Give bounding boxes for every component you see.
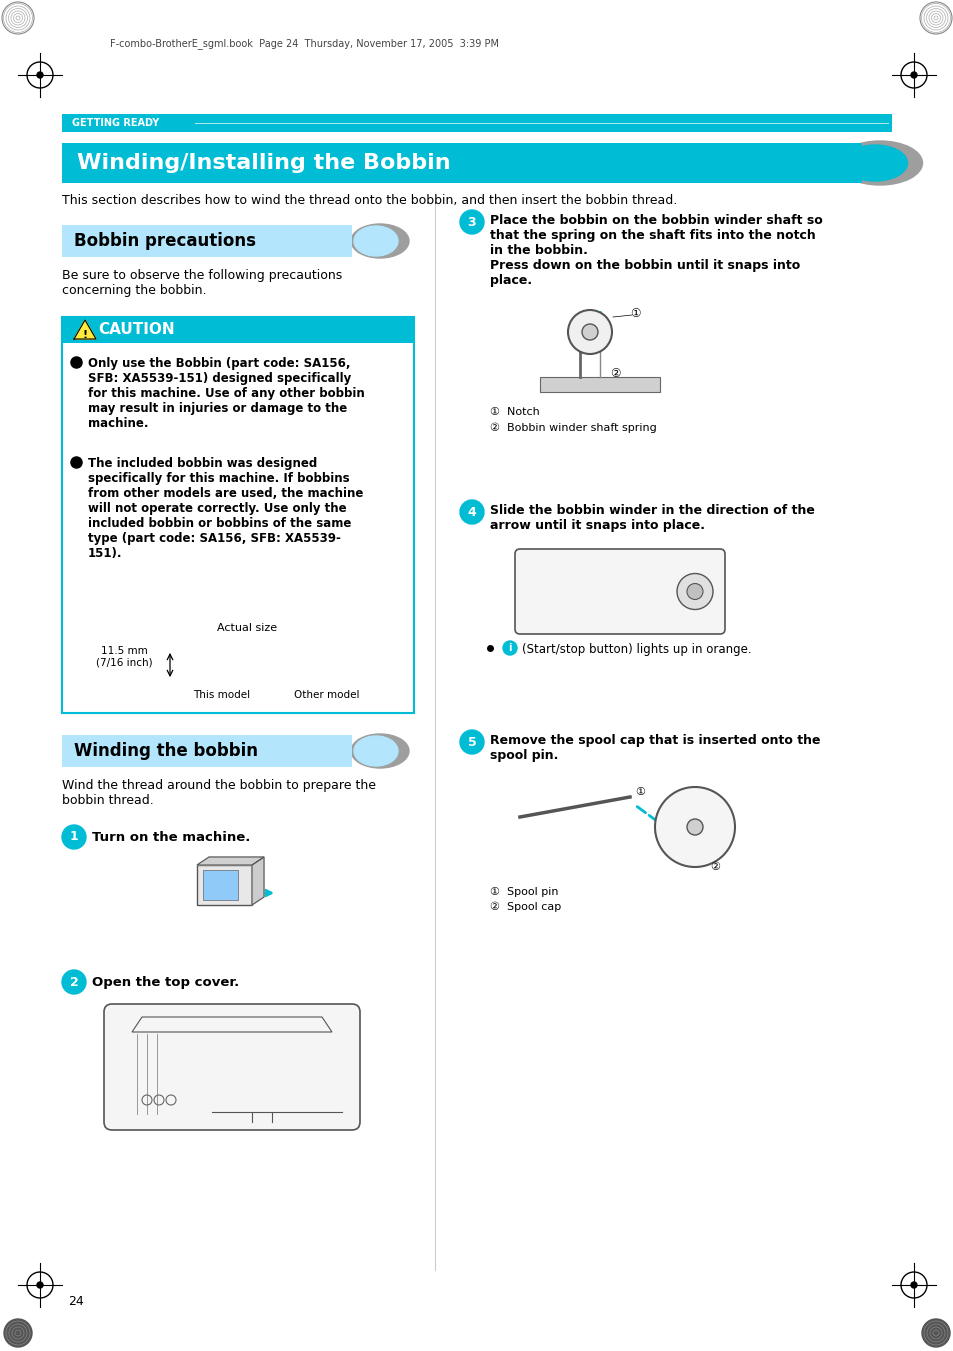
Text: This model: This model xyxy=(193,690,251,700)
Text: CAUTION: CAUTION xyxy=(98,323,174,338)
Text: 1: 1 xyxy=(70,831,78,843)
Text: ①: ① xyxy=(629,307,639,320)
Circle shape xyxy=(4,1319,32,1347)
Bar xyxy=(203,870,237,900)
Circle shape xyxy=(502,640,517,655)
Text: ②: ② xyxy=(709,862,720,871)
Text: ②  Bobbin winder shaft spring: ② Bobbin winder shaft spring xyxy=(490,423,656,434)
Polygon shape xyxy=(196,857,264,865)
Circle shape xyxy=(686,819,702,835)
Text: Remove the spool cap that is inserted onto the
spool pin.: Remove the spool cap that is inserted on… xyxy=(490,734,820,762)
Text: Actual size: Actual size xyxy=(216,623,276,634)
Ellipse shape xyxy=(354,736,397,766)
Bar xyxy=(62,226,352,257)
Text: !: ! xyxy=(82,330,88,340)
Text: ①  Notch: ① Notch xyxy=(490,407,539,417)
Text: 4: 4 xyxy=(467,505,476,519)
Circle shape xyxy=(37,72,43,78)
Text: F-combo-BrotherE_sgml.book  Page 24  Thursday, November 17, 2005  3:39 PM: F-combo-BrotherE_sgml.book Page 24 Thurs… xyxy=(110,38,498,49)
Text: This section describes how to wind the thread onto the bobbin, and then insert t: This section describes how to wind the t… xyxy=(62,195,677,207)
Text: Place the bobbin on the bobbin winder shaft so
that the spring on the shaft fits: Place the bobbin on the bobbin winder sh… xyxy=(490,213,821,286)
Ellipse shape xyxy=(841,145,906,181)
Circle shape xyxy=(910,72,916,78)
Circle shape xyxy=(459,500,483,524)
Bar xyxy=(62,317,414,343)
Text: 11.5 mm
(7/16 inch): 11.5 mm (7/16 inch) xyxy=(95,646,152,667)
Circle shape xyxy=(677,574,712,609)
Text: ①: ① xyxy=(635,788,644,797)
Text: Wind the thread around the bobbin to prepare the
bobbin thread.: Wind the thread around the bobbin to pre… xyxy=(62,780,375,807)
Circle shape xyxy=(62,825,86,848)
Text: Turn on the machine.: Turn on the machine. xyxy=(91,831,250,844)
Circle shape xyxy=(567,309,612,354)
Text: GETTING READY: GETTING READY xyxy=(71,118,159,128)
Bar xyxy=(62,113,891,132)
Text: Winding the bobbin: Winding the bobbin xyxy=(74,742,257,761)
Circle shape xyxy=(459,730,483,754)
Text: 2: 2 xyxy=(70,975,78,989)
Bar xyxy=(62,317,414,713)
Text: Other model: Other model xyxy=(294,690,359,700)
Circle shape xyxy=(62,970,86,994)
Text: Only use the Bobbin (part code: SA156,
SFB: XA5539-151) designed specifically
fo: Only use the Bobbin (part code: SA156, S… xyxy=(88,357,364,430)
Ellipse shape xyxy=(351,734,409,767)
Text: 3: 3 xyxy=(467,216,476,228)
Text: ②: ② xyxy=(609,367,619,380)
Circle shape xyxy=(581,324,598,340)
Bar xyxy=(539,377,659,392)
Circle shape xyxy=(910,1282,916,1288)
Bar xyxy=(196,865,252,905)
Polygon shape xyxy=(252,857,264,905)
Text: 24: 24 xyxy=(68,1296,84,1308)
Text: 5: 5 xyxy=(467,735,476,748)
Text: ①  Spool pin: ① Spool pin xyxy=(490,888,558,897)
Ellipse shape xyxy=(351,224,409,258)
Ellipse shape xyxy=(354,226,397,255)
Circle shape xyxy=(921,1319,949,1347)
Circle shape xyxy=(37,1282,43,1288)
Text: ②  Spool cap: ② Spool cap xyxy=(490,902,560,912)
Text: Be sure to observe the following precautions
concerning the bobbin.: Be sure to observe the following precaut… xyxy=(62,269,342,297)
FancyBboxPatch shape xyxy=(515,549,724,634)
Bar xyxy=(62,735,352,767)
Text: Bobbin precautions: Bobbin precautions xyxy=(74,232,255,250)
Text: Slide the bobbin winder in the direction of the
arrow until it snaps into place.: Slide the bobbin winder in the direction… xyxy=(490,504,814,532)
Text: Open the top cover.: Open the top cover. xyxy=(91,975,239,989)
FancyBboxPatch shape xyxy=(104,1004,359,1129)
Ellipse shape xyxy=(837,141,922,185)
Circle shape xyxy=(655,788,734,867)
Circle shape xyxy=(459,209,483,234)
Text: i: i xyxy=(508,643,511,653)
Circle shape xyxy=(686,584,702,600)
Text: The included bobbin was designed
specifically for this machine. If bobbins
from : The included bobbin was designed specifi… xyxy=(88,457,363,561)
Text: Winding/Installing the Bobbin: Winding/Installing the Bobbin xyxy=(77,153,450,173)
Bar xyxy=(62,143,862,182)
Text: (Start/stop button) lights up in orange.: (Start/stop button) lights up in orange. xyxy=(521,643,751,657)
Polygon shape xyxy=(74,320,96,339)
